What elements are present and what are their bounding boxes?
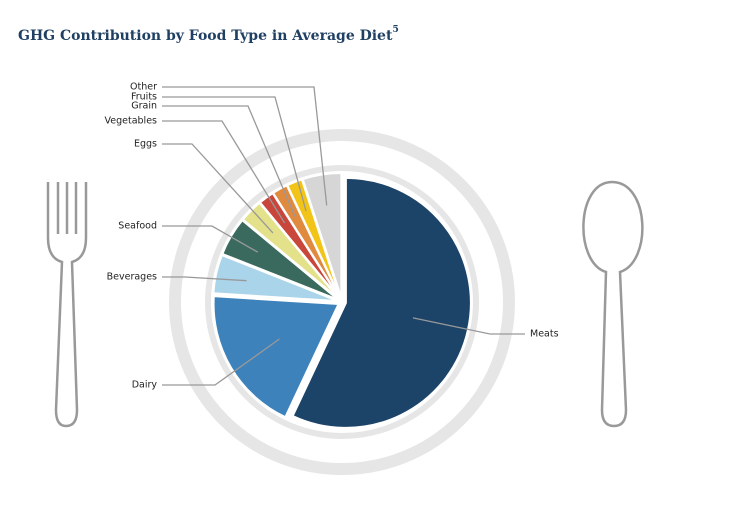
leader-line (162, 120, 286, 224)
spoon (582, 180, 644, 428)
leader-line (162, 86, 328, 206)
leader-line (162, 143, 274, 234)
chart-title: GHG Contribution by Food Type in Average… (18, 25, 399, 44)
footnote-marker: 5 (392, 25, 398, 35)
slice-label: Vegetables (105, 116, 158, 127)
pie-slice (212, 253, 339, 303)
leader-line (162, 276, 247, 282)
slice-label: Beverages (107, 272, 157, 283)
slice-label: Other (130, 82, 157, 93)
leader-line (162, 338, 280, 386)
pie-slice (212, 295, 341, 419)
leader-line (412, 317, 525, 335)
slice-label: Grain (131, 101, 157, 112)
leader-line (162, 96, 307, 212)
pie-slice (301, 172, 343, 299)
slice-label: Meats (530, 329, 559, 340)
slice-label: Seafood (118, 221, 157, 232)
slice-label: Dairy (132, 380, 158, 391)
leader-line (162, 105, 296, 217)
slice-label: Eggs (134, 139, 157, 150)
pie (212, 172, 472, 429)
fork (46, 182, 88, 428)
slice-label: Fruits (131, 92, 157, 103)
leader-line (162, 225, 259, 253)
title-text: GHG Contribution by Food Type in Average… (18, 28, 393, 44)
pie-slice (291, 176, 472, 429)
